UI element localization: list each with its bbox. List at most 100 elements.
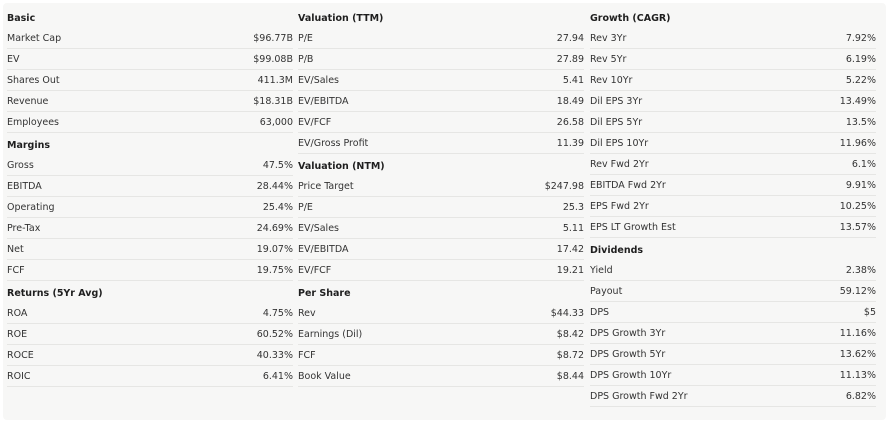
row-dps-growth-10yr: DPS Growth 10Yr 11.13%	[590, 366, 876, 386]
row-label: Rev 3Yr	[590, 33, 627, 44]
row-value: 28.44%	[256, 181, 293, 192]
row-payout: Payout 59.12%	[590, 282, 876, 302]
row-value: 59.12%	[839, 286, 876, 297]
row-dps: DPS $5	[590, 303, 876, 323]
row-eps-fwd-2yr: EPS Fwd 2Yr 10.25%	[590, 197, 876, 217]
row-dps-growth-5yr: DPS Growth 5Yr 13.62%	[590, 345, 876, 365]
row-value: 6.41%	[262, 371, 293, 382]
row-value: 11.13%	[839, 370, 876, 381]
row-pb-ttm: P/B 27.89	[298, 50, 584, 70]
row-value: 5.41	[562, 75, 584, 86]
row-label: Gross	[7, 160, 34, 171]
row-label: EV/EBITDA	[298, 96, 349, 107]
row-earnings-dil: Earnings (Dil) $8.42	[298, 325, 584, 345]
row-label: Yield	[590, 265, 613, 276]
row-label: Dil EPS 5Yr	[590, 117, 643, 128]
row-value: $8.72	[556, 350, 584, 361]
row-rev-fwd-2yr: Rev Fwd 2Yr 6.1%	[590, 155, 876, 175]
section-title-margins: Margins	[7, 140, 51, 151]
row-label: Shares Out	[7, 75, 60, 86]
row-ev-fcf-ttm: EV/FCF 26.58	[298, 113, 584, 133]
row-gross: Gross 47.5%	[7, 156, 293, 176]
row-value: 18.49	[556, 96, 584, 107]
row-label: EV/EBITDA	[298, 244, 349, 255]
row-label: Revenue	[7, 96, 49, 107]
section-title-per-share: Per Share	[298, 288, 351, 299]
row-label: Employees	[7, 117, 59, 128]
row-ebitda: EBITDA 28.44%	[7, 177, 293, 197]
row-label: EV/Gross Profit	[298, 138, 369, 149]
row-value: 2.38%	[845, 265, 876, 276]
row-dps-growth-3yr: DPS Growth 3Yr 11.16%	[590, 324, 876, 344]
row-value: 63,000	[259, 117, 293, 128]
section-title-basic: Basic	[7, 13, 36, 24]
row-ev-gross-profit-ttm: EV/Gross Profit 11.39	[298, 134, 584, 154]
row-value: $96.77B	[253, 33, 293, 44]
row-value: 26.58	[556, 117, 584, 128]
row-value: 27.94	[556, 33, 584, 44]
section-returns: Returns (5Yr Avg) ROA 4.75% ROE 60.52% ROC…	[7, 282, 293, 387]
row-revenue: Revenue $18.31B	[7, 92, 293, 112]
row-value: 5.22%	[845, 75, 876, 86]
row-value: 7.92%	[845, 33, 876, 44]
section-dividends: Dividends Yield 2.38% Payout 59.12% DPS $5 …	[590, 239, 876, 407]
row-label: ROIC	[7, 371, 31, 382]
row-value: 5.11	[562, 223, 584, 234]
row-ev-sales-ntm: EV/Sales 5.11	[298, 219, 584, 239]
column-middle: Valuation (TTM) P/E 27.94 P/B 27.89 EV/Sal…	[298, 7, 584, 388]
row-value: 11.96%	[839, 138, 876, 149]
row-label: ROE	[7, 329, 28, 340]
row-value: $5	[863, 307, 876, 318]
row-label: EV/FCF	[298, 117, 332, 128]
row-label: Price Target	[298, 181, 354, 192]
row-label: FCF	[7, 265, 25, 276]
section-title-dividends: Dividends	[590, 245, 644, 256]
section-valuation-ntm: Valuation (NTM) Price Target $247.98 P/E 2…	[298, 155, 584, 281]
row-ev-ebitda-ttm: EV/EBITDA 18.49	[298, 92, 584, 112]
section-margins: Margins Gross 47.5% EBITDA 28.44% Operatin…	[7, 134, 293, 281]
section-growth: Growth (CAGR) Rev 3Yr 7.92% Rev 5Yr 6.19% …	[590, 7, 876, 238]
row-value: $44.33	[550, 308, 584, 319]
row-label: Book Value	[298, 371, 351, 382]
row-dps-growth-fwd-2yr: DPS Growth Fwd 2Yr 6.82%	[590, 387, 876, 407]
row-label: DPS Growth 3Yr	[590, 328, 666, 339]
row-shares-out: Shares Out 411.3M	[7, 71, 293, 91]
row-value: 10.25%	[839, 201, 876, 212]
row-label: Dil EPS 10Yr	[590, 138, 649, 149]
section-title-valuation-ttm: Valuation (TTM)	[298, 13, 384, 24]
row-value: 13.62%	[839, 349, 876, 360]
row-label: Dil EPS 3Yr	[590, 96, 643, 107]
section-title-growth: Growth (CAGR)	[590, 13, 671, 24]
row-value: 27.89	[556, 54, 584, 65]
row-label: Rev	[298, 308, 316, 319]
row-label: EBITDA Fwd 2Yr	[590, 180, 666, 191]
row-value: 24.69%	[256, 223, 293, 234]
row-ev-sales-ttm: EV/Sales 5.41	[298, 71, 584, 91]
row-ev: EV $99.08B	[7, 50, 293, 70]
row-fcf-per-share: FCF $8.72	[298, 346, 584, 366]
row-value: 11.16%	[839, 328, 876, 339]
row-label: DPS Growth 5Yr	[590, 349, 666, 360]
row-net: Net 19.07%	[7, 240, 293, 260]
row-label: Rev Fwd 2Yr	[590, 159, 649, 170]
row-value: 60.52%	[256, 329, 293, 340]
row-value: $247.98	[544, 181, 584, 192]
row-value: 19.07%	[256, 244, 293, 255]
row-value: $99.08B	[253, 54, 293, 65]
row-price-target: Price Target $247.98	[298, 177, 584, 197]
row-value: 6.82%	[845, 391, 876, 402]
row-pe-ntm: P/E 25.3	[298, 198, 584, 218]
stats-panel: Basic Market Cap $96.77B EV $99.08B Shares…	[3, 3, 886, 420]
row-dil-eps-3yr: Dil EPS 3Yr 13.49%	[590, 92, 876, 112]
row-value: 411.3M	[257, 75, 293, 86]
row-value: 4.75%	[262, 308, 293, 319]
row-dil-eps-5yr: Dil EPS 5Yr 13.5%	[590, 113, 876, 133]
row-operating: Operating 25.4%	[7, 198, 293, 218]
row-value: 13.49%	[839, 96, 876, 107]
row-label: FCF	[298, 350, 316, 361]
row-value: 13.5%	[845, 117, 876, 128]
column-right: Growth (CAGR) Rev 3Yr 7.92% Rev 5Yr 6.19% …	[590, 7, 876, 408]
row-label: EBITDA	[7, 181, 42, 192]
row-value: 25.3	[562, 202, 584, 213]
section-title-returns: Returns (5Yr Avg)	[7, 288, 103, 299]
